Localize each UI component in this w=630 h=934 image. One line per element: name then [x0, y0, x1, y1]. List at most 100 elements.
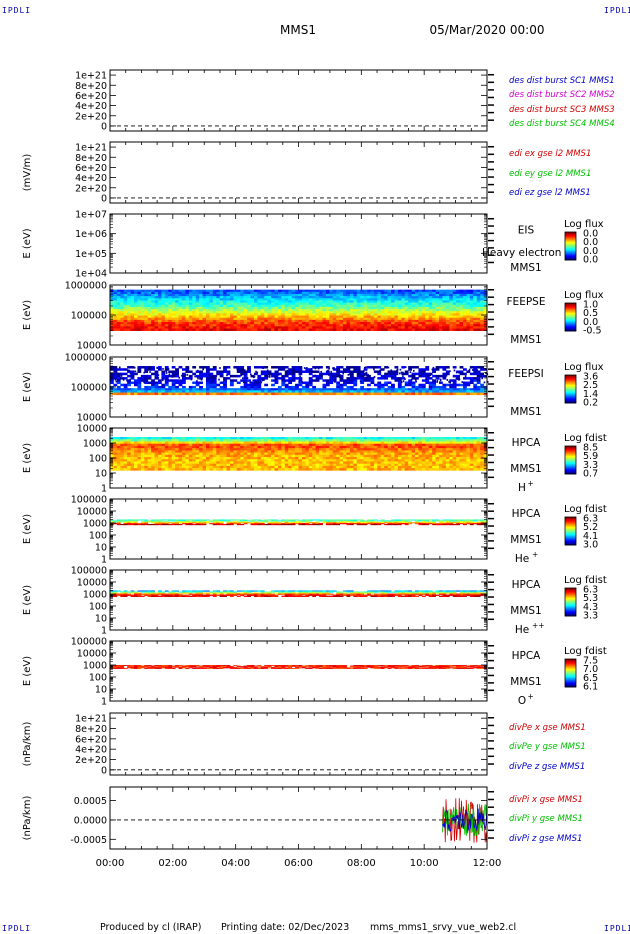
spectrogram-cell: [226, 450, 231, 453]
spectrogram-cell: [332, 452, 337, 456]
spectrogram-cell: [209, 298, 214, 301]
spectrogram-cell: [120, 439, 125, 442]
corner-label-bottom-left: IPDLI: [2, 924, 32, 933]
spectrogram-cell: [442, 368, 447, 371]
spectrogram-cell: [370, 309, 375, 312]
spectrogram-cell: [260, 443, 265, 447]
spectrogram-cell: [463, 392, 467, 396]
spectrogram-cell: [171, 298, 176, 301]
spectrogram-cell: [401, 317, 406, 321]
spectrogram-cell: [133, 300, 138, 303]
spectrogram-cell: [212, 306, 217, 310]
spectrogram-cell: [205, 328, 210, 331]
spectrogram-cell: [480, 452, 484, 456]
spectrogram-cell: [168, 437, 173, 440]
spectrogram-cell: [295, 319, 299, 323]
spectrogram-cell: [219, 300, 224, 303]
spectrogram-cell: [408, 388, 412, 391]
spectrogram-cell: [442, 302, 447, 306]
spectrogram-cell: [411, 313, 416, 316]
spectrogram-cell: [192, 311, 197, 314]
spectrogram-cell: [459, 317, 464, 321]
spectrogram-cell: [271, 293, 275, 297]
spectrogram-cell: [181, 452, 186, 456]
spectrogram-cell: [212, 298, 217, 301]
spectrogram-cell: [298, 366, 303, 369]
spectrogram-cell: [466, 443, 471, 447]
spectrogram-cell: [291, 313, 296, 316]
spectrogram-cell: [322, 326, 327, 329]
spectrogram-cell: [202, 445, 207, 449]
spectrogram-cell: [250, 439, 255, 442]
spectrogram-cell: [253, 296, 258, 299]
spectrogram-cell: [137, 289, 142, 293]
spectrogram-cell: [195, 302, 200, 306]
spectrogram-cell: [236, 441, 241, 444]
spectrogram-cell: [284, 390, 289, 393]
spectrogram-cell: [274, 448, 279, 451]
spectrogram-cell: [394, 324, 399, 327]
spectrogram-cell: [157, 439, 162, 442]
spectrogram-cell: [391, 385, 395, 389]
spectrogram-cell: [181, 381, 186, 385]
spectrogram-cell: [387, 317, 392, 321]
spectrogram-cell: [397, 452, 402, 456]
spectrogram-cell: [349, 309, 354, 312]
colorbar-swatch: [565, 326, 576, 328]
spectrogram-cell: [476, 390, 481, 393]
spectrogram-cell: [339, 319, 344, 323]
spectrogram-cell: [322, 291, 327, 295]
spectrogram-cell: [428, 326, 433, 329]
spectrogram-cell: [360, 454, 365, 458]
spectrogram-cell: [250, 328, 255, 331]
spectrogram-cell: [394, 309, 399, 312]
spectrogram-cell: [226, 390, 231, 393]
spectrogram-cell: [267, 443, 272, 447]
spectrogram-cell: [325, 443, 330, 447]
spectrogram-cell: [223, 450, 227, 453]
spectrogram-cell: [137, 454, 142, 458]
spectrogram-cell: [219, 392, 224, 396]
spectrogram-cell: [325, 390, 330, 393]
spectrogram-cell: [415, 322, 419, 325]
spectrogram-cell: [384, 439, 389, 442]
spectrogram-cell: [363, 326, 368, 329]
spectrogram-cell: [329, 304, 334, 308]
spectrogram-cell: [343, 324, 347, 327]
spectrogram-cell: [397, 437, 402, 440]
spectrogram-cell: [483, 311, 488, 314]
spectrogram-cell: [175, 293, 179, 297]
spectrogram-cell: [260, 319, 265, 323]
spectrogram-cell: [168, 315, 173, 319]
spectrogram-cell: [247, 298, 251, 301]
spectrogram-cell: [473, 304, 478, 308]
spectrogram-cell: [209, 300, 214, 303]
spectrogram-cell: [345, 366, 348, 368]
spectrogram-cell: [277, 366, 282, 369]
spectrogram-cell: [240, 304, 245, 308]
spectrogram-cell: [445, 296, 450, 299]
spectrogram-cell: [271, 311, 275, 314]
spectrogram-cell: [449, 291, 454, 295]
spectrogram-cell: [298, 381, 300, 383]
spectrogram-cell: [377, 452, 382, 456]
spectrogram-cell: [301, 317, 306, 321]
spectrogram-cell: [144, 328, 149, 331]
spectrogram-cell: [131, 376, 134, 378]
spectrogram-cell: [312, 313, 317, 316]
spectrogram-cell: [257, 454, 262, 458]
spectrogram-cell: [336, 441, 341, 444]
colorbar-tick-label: 0.2: [583, 398, 598, 409]
spectrogram-cell: [456, 302, 460, 306]
spectrogram-cell: [110, 289, 114, 293]
spectrogram-cell: [367, 326, 371, 329]
spectrogram-cell: [449, 379, 454, 382]
spectrogram-cell: [305, 390, 310, 393]
spectrogram-cell: [394, 289, 399, 293]
spectrogram-cell: [291, 302, 296, 306]
spectrogram-cell: [116, 385, 121, 389]
spectrogram-cell: [175, 390, 179, 393]
spectrogram-cell: [353, 368, 358, 371]
spectrogram-cell: [171, 296, 176, 299]
